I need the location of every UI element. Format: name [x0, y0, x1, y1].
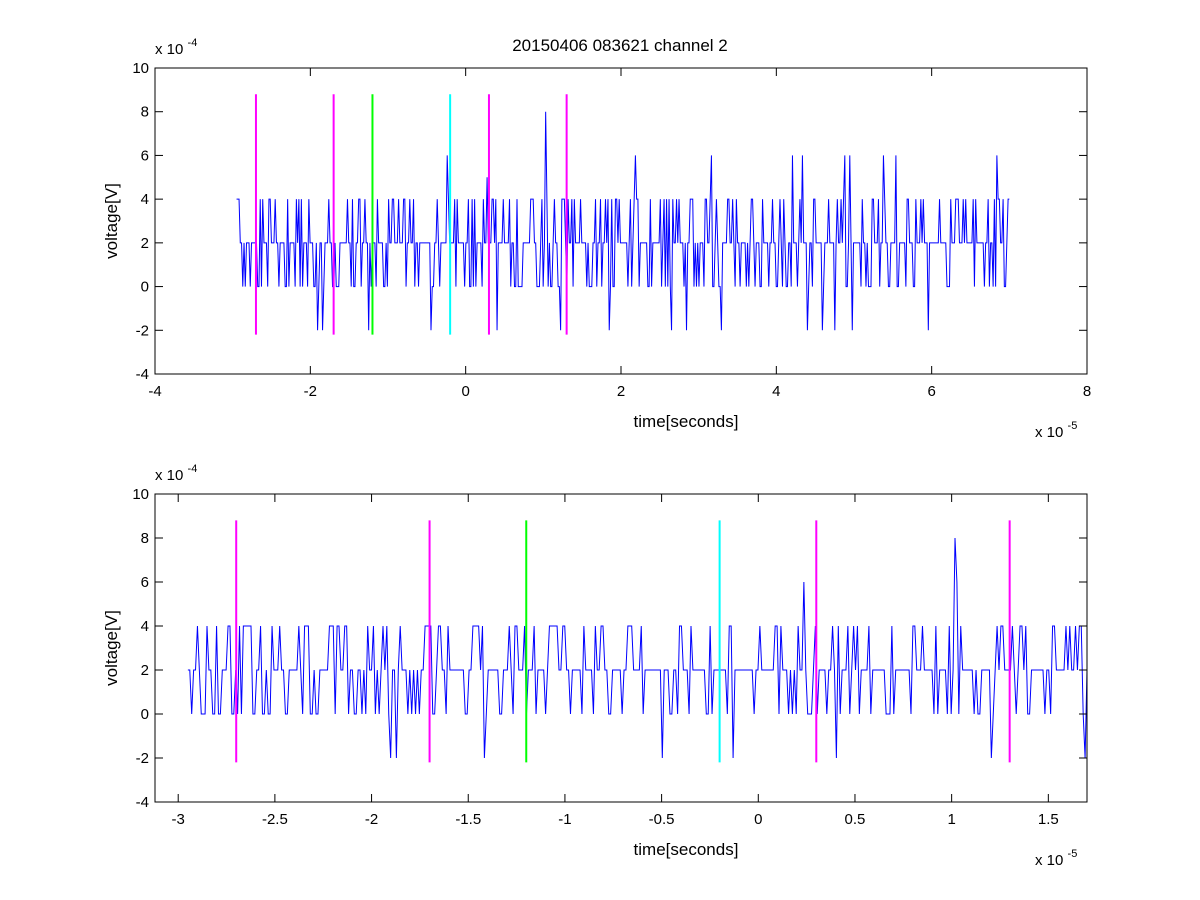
x-tick-label: 1.5 [1038, 811, 1059, 828]
y-axis-label: voltage[V] [102, 183, 121, 259]
y-tick-label: 10 [132, 60, 149, 77]
voltage-trace [187, 537, 1087, 759]
x-multiplier-exponent: -5 [1068, 420, 1078, 432]
axes-box [154, 493, 1088, 803]
y-multiplier-base: x 10 [155, 41, 188, 58]
x-multiplier-base: x 10 [1035, 852, 1068, 869]
y-tick-label: 6 [141, 574, 149, 591]
y-multiplier-label: x 10 -4 [155, 463, 197, 484]
x-tick-label: -2 [304, 383, 317, 400]
x-multiplier-exponent: -5 [1068, 848, 1078, 860]
bottom-plot: -3 -2.5 -2 -1.5 -1 -0.5 0 0.5 1 1.5 -4 -2 0 2 4 6 8 10 tim… [102, 463, 1088, 869]
x-axis-label: time[seconds] [634, 840, 739, 859]
y-tick-label: -4 [136, 794, 149, 811]
x-multiplier-base: x 10 [1035, 424, 1068, 441]
x-multiplier-label: x 10 -5 [1035, 420, 1077, 441]
trace-group [236, 111, 1010, 331]
x-tick-label: -3 [172, 811, 185, 828]
y-tick-label: 8 [141, 104, 149, 121]
chart-title: 20150406 083621 channel 2 [512, 36, 728, 55]
x-tick-label: 4 [772, 383, 780, 400]
top-plot: -4 -2 0 2 4 6 8 -4 -2 0 2 4 6 8 10 time[seconds] voltage… [102, 37, 1091, 441]
y-tick-label: -4 [136, 366, 149, 383]
x-tick-label: -0.5 [649, 811, 675, 828]
y-tick-label: 10 [132, 486, 149, 503]
voltage-trace [236, 111, 1010, 331]
x-tick-label: 2 [617, 383, 625, 400]
y-tick-label: 2 [141, 235, 149, 252]
y-tick-label: 0 [141, 279, 149, 296]
y-axis-label: voltage[V] [102, 610, 121, 686]
trace-group [187, 537, 1087, 759]
x-tick-label: 8 [1083, 383, 1091, 400]
x-multiplier-label: x 10 -5 [1035, 848, 1077, 869]
y-tick-label: -2 [136, 750, 149, 767]
y-tick-label: 0 [141, 706, 149, 723]
y-tick-label: 4 [141, 618, 149, 635]
x-tick-label: -2.5 [262, 811, 288, 828]
x-tick-label: 0.5 [845, 811, 866, 828]
x-tick-label: -2 [365, 811, 378, 828]
x-tick-label: -1 [558, 811, 571, 828]
x-tick-label: 6 [927, 383, 935, 400]
x-tick-label: 1 [947, 811, 955, 828]
y-tick-label: 6 [141, 147, 149, 164]
x-tick-label: -1.5 [455, 811, 481, 828]
y-tick-label: 8 [141, 530, 149, 547]
y-multiplier-exponent: -4 [188, 37, 198, 49]
y-multiplier-exponent: -4 [188, 463, 198, 475]
x-tick-label: 0 [461, 383, 469, 400]
y-tick-label: 4 [141, 191, 149, 208]
x-axis-label: time[seconds] [634, 412, 739, 431]
y-multiplier-base: x 10 [155, 467, 188, 484]
x-tick-label: -4 [148, 383, 161, 400]
y-tick-label: 2 [141, 662, 149, 679]
x-tick-label: 0 [754, 811, 762, 828]
y-multiplier-label: x 10 -4 [155, 37, 197, 58]
y-tick-label: -2 [136, 322, 149, 339]
